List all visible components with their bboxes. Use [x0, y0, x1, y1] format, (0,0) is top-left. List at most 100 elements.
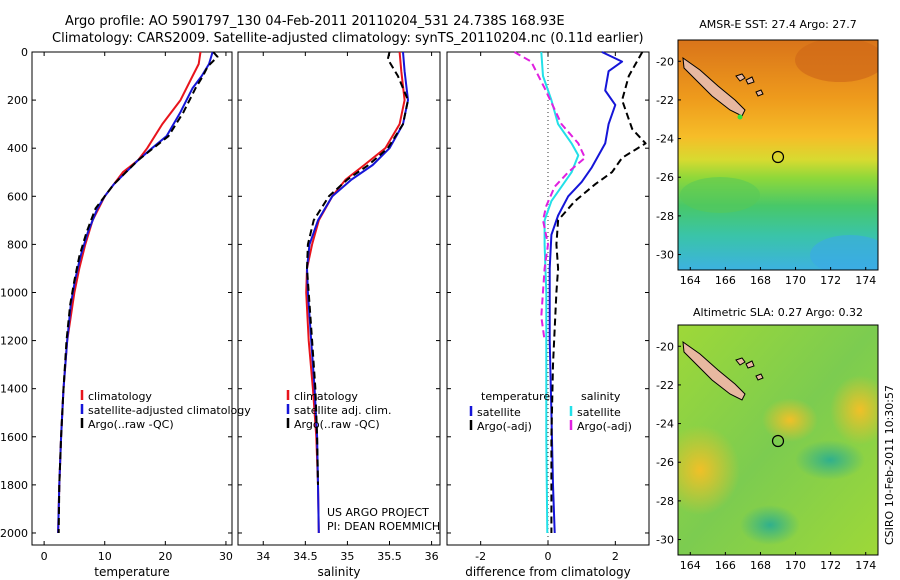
temperature-x-tick-label: 0	[41, 550, 48, 563]
temperature-x-tick-label: 20	[158, 550, 172, 563]
sst-map-y-tick-label: -26	[656, 171, 674, 184]
sst-map-title: AMSR-E SST: 27.4 Argo: 27.7	[699, 18, 857, 31]
temperature-chart-marks: 0 10 20 30 0 200 400 600 800 1000 1200 1400 1600 1800…	[0, 46, 251, 563]
sla-map-x-tick-label: 166	[715, 559, 736, 572]
sla-map-y-tick-label: -28	[656, 495, 674, 508]
difference-series-temperature-argo-adj	[550, 51, 647, 533]
salinity-x-axis-label: salinity	[317, 565, 360, 579]
sst-map-x-tick-label: 174	[855, 274, 876, 287]
salinity-x-tick-label: 36	[425, 550, 439, 563]
difference-legend-label: satellite	[477, 406, 521, 419]
temperature-y-tick-label: 400	[7, 142, 28, 155]
sla-map-x-tick-label: 168	[750, 559, 771, 572]
sst-map-y-tick-label: -28	[656, 210, 674, 223]
sla-high-patch-west	[678, 425, 740, 515]
difference-legend-label: Argo(-adj)	[477, 420, 532, 433]
temperature-y-tick-label: 0	[21, 46, 28, 59]
sla-map-x-tick-label: 172	[820, 559, 841, 572]
difference-chart-marks: -2 0 2temperaturesatelliteArgo(-adj)salini…	[447, 51, 649, 563]
sla-map-y-tick-label: -20	[656, 340, 674, 353]
figure-title-line2: Climatology: CARS2009. Satellite-adjuste…	[52, 31, 644, 46]
sst-map-x-tick-label: 164	[680, 274, 701, 287]
temperature-plot-frame	[31, 51, 233, 546]
sst-map-y-tick-label: -24	[656, 133, 674, 146]
salinity-legend-label: satellite adj. clim.	[294, 404, 391, 417]
salinity-series-climatology	[305, 51, 406, 534]
temperature-y-tick-label: 1600	[0, 431, 28, 444]
sla-low-patch	[795, 440, 865, 480]
temperature-y-tick-label: 1200	[0, 335, 28, 348]
difference-legend-label: Argo(-adj)	[577, 420, 632, 433]
sla-map-title: Altimetric SLA: 0.27 Argo: 0.32	[693, 306, 863, 319]
sst-map-y-tick-label: -30	[656, 249, 674, 262]
difference-x-axis-label: difference from climatology	[465, 565, 631, 579]
salinity-plot-frame	[237, 51, 441, 546]
sla-map-y-tick-label: -24	[656, 418, 674, 431]
sst-warm-patch	[795, 40, 878, 82]
sla-profile-location-marker	[771, 434, 785, 448]
sla-high-patch-east	[830, 375, 878, 445]
temperature-x-axis-label: temperature	[94, 565, 169, 579]
difference-x-tick-label: 0	[545, 550, 552, 563]
sst-map-axes: 164 166 168 170 172 174 -20 -22 -24 -26 -28 -30	[656, 55, 876, 287]
temperature-y-tick-label: 800	[7, 238, 28, 251]
sst-map-y-tick-label: -22	[656, 94, 674, 107]
sla-map-axes: 164 166 168 170 172 174 -20 -22 -24 -26 -28 -30	[656, 340, 876, 572]
salinity-legend-label: climatology	[294, 390, 358, 403]
sst-map-x-tick-label: 170	[785, 274, 806, 287]
sla-map-frame	[677, 324, 879, 556]
temperature-y-tick-label: 1800	[0, 479, 28, 492]
figure-title-line1: Argo profile: AO 5901797_130 04-Feb-2011…	[65, 14, 565, 29]
temperature-legend-label: climatology	[88, 390, 152, 403]
sla-map-x-tick-label: 164	[680, 559, 701, 572]
temperature-y-tick-label: 1400	[0, 383, 28, 396]
sla-map-y-tick-label: -30	[656, 534, 674, 547]
temperature-x-tick-label: 10	[98, 550, 112, 563]
sst-land-loyalty-islands	[735, 73, 764, 97]
sst-profile-location-marker	[771, 150, 785, 164]
salinity-x-tick-label: 34	[256, 550, 270, 563]
sst-map-frame	[677, 39, 879, 271]
temperature-x-tick-label: 30	[219, 550, 233, 563]
sla-map-y-tick-label: -22	[656, 379, 674, 392]
sla-map-y-tick-label: -26	[656, 456, 674, 469]
temperature-y-tick-label: 1000	[0, 286, 28, 299]
difference-x-tick-label: -2	[475, 550, 486, 563]
salinity-series-satellite-adj-clim	[306, 51, 409, 534]
difference-legend-label: satellite	[577, 406, 621, 419]
temperature-legend-label: Argo(..raw -QC)	[88, 418, 174, 431]
difference-x-tick-label: 2	[612, 550, 619, 563]
sst-marker-green	[737, 114, 743, 120]
project-credit-line2: PI: DEAN ROEMMICH	[327, 520, 440, 533]
sla-low-patch-south	[740, 505, 800, 545]
sla-land-loyalty-islands	[735, 357, 764, 381]
salinity-legend-label: Argo(..raw -QC)	[294, 418, 380, 431]
sla-land-new-caledonia	[682, 340, 746, 401]
salinity-panel: salinity	[237, 51, 441, 579]
salinity-series-argo-raw-qc	[306, 51, 409, 485]
difference-series-temperature-satellite	[548, 51, 624, 534]
difference-legend-heading: salinity	[581, 390, 621, 403]
temperature-series-satellite-adjusted-climatology	[57, 51, 214, 534]
sst-map-x-tick-label: 168	[750, 274, 771, 287]
temperature-y-tick-label: 2000	[0, 527, 28, 540]
salinity-x-tick-label: 35	[340, 550, 354, 563]
sla-map-panel: Altimetric SLA: 0.27 Argo: 0.32	[677, 306, 879, 556]
sla-map-x-tick-label: 174	[855, 559, 876, 572]
sla-high-patch-center	[762, 398, 818, 442]
difference-plot-frame	[446, 51, 650, 546]
temperature-series-argo-raw-qc	[57, 51, 219, 534]
sst-cool-patch	[680, 177, 760, 213]
sst-map-x-tick-label: 166	[715, 274, 736, 287]
salinity-x-tick-label: 35.5	[377, 550, 402, 563]
sst-map-panel: AMSR-E SST: 27.4 Argo: 27.7	[677, 18, 879, 271]
temperature-legend-label: satellite-adjusted climatology	[88, 404, 251, 417]
temperature-series-climatology	[57, 51, 202, 534]
salinity-x-tick-label: 34.5	[293, 550, 318, 563]
sst-cold-patch	[810, 235, 878, 270]
sla-map-x-tick-label: 170	[785, 559, 806, 572]
temperature-panel: temperature	[31, 51, 233, 579]
temperature-y-tick-label: 600	[7, 190, 28, 203]
